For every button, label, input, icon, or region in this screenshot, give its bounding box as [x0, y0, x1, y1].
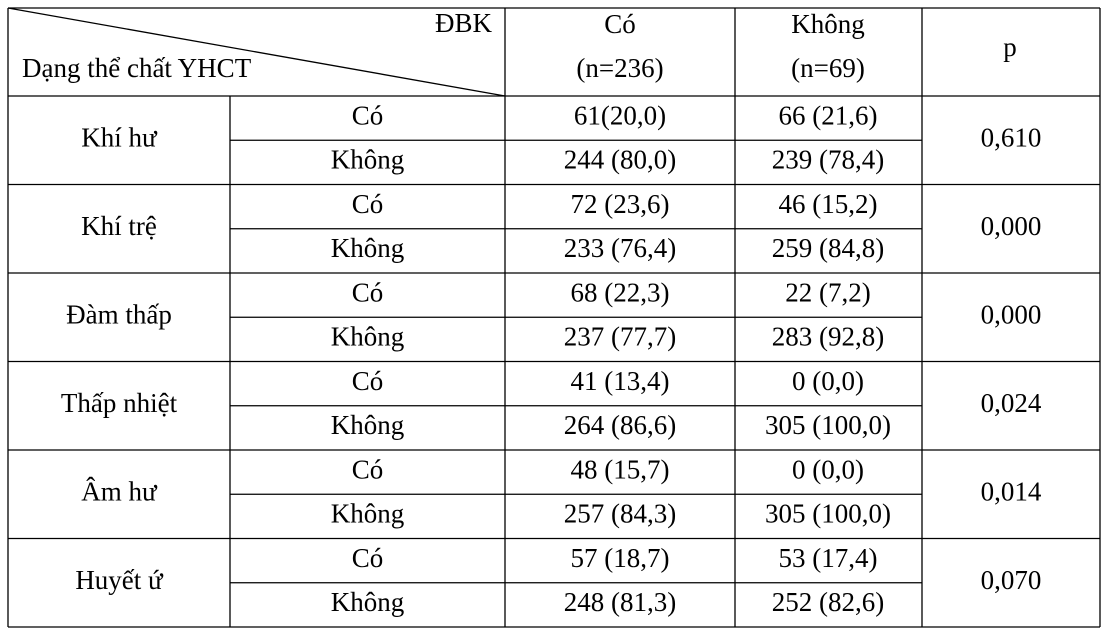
group-name: Khí trệ: [81, 211, 157, 241]
row-label: Không: [331, 587, 405, 617]
cell-value: 66 (21,6): [779, 100, 878, 130]
cell-value: 257 (84,3): [564, 499, 676, 529]
cell-value: 41 (13,4): [571, 366, 670, 396]
cell-value: 244 (80,0): [564, 145, 676, 175]
row-label: Không: [331, 322, 405, 352]
row-label: Có: [352, 454, 384, 484]
group-name: Khí hư: [81, 122, 158, 152]
cell-value: 252 (82,6): [772, 587, 884, 617]
p-value: 0,000: [981, 211, 1042, 241]
cell-value: 233 (76,4): [564, 233, 676, 263]
cell-value: 264 (86,6): [564, 410, 676, 440]
cell-value: 57 (18,7): [571, 543, 670, 573]
row-header-label: Dạng thể chất YHCT: [22, 53, 252, 83]
cell-value: 0 (0,0): [792, 366, 864, 396]
column-header-label: ĐBK: [435, 8, 493, 38]
row-label: Không: [331, 410, 405, 440]
p-value: 0,070: [981, 565, 1042, 595]
cell-value: 0 (0,0): [792, 454, 864, 484]
cell-value: 48 (15,7): [571, 454, 670, 484]
group-name: Thấp nhiệt: [61, 388, 178, 418]
p-value: 0,610: [981, 122, 1042, 152]
group-name: Âm hư: [81, 476, 158, 506]
p-value: 0,014: [981, 476, 1042, 506]
column-name: Có: [604, 9, 636, 39]
row-label: Có: [352, 543, 384, 573]
p-value: 0,024: [981, 388, 1042, 418]
group-name: Đàm thấp: [66, 299, 172, 329]
row-label: Có: [352, 189, 384, 219]
group-name: Huyết ứ: [75, 565, 164, 595]
cell-value: 283 (92,8): [772, 322, 884, 352]
cell-value: 61(20,0): [574, 100, 666, 130]
column-n: (n=69): [791, 53, 865, 83]
diagonal: [7, 7, 506, 97]
column-name: Không: [791, 9, 865, 39]
cell-value: 237 (77,7): [564, 322, 676, 352]
row-label: Có: [352, 366, 384, 396]
cell-value: 248 (81,3): [564, 587, 676, 617]
row-label: Không: [331, 145, 405, 175]
row-label: Không: [331, 499, 405, 529]
cell-value: 305 (100,0): [765, 499, 891, 529]
p-value: 0,000: [981, 299, 1042, 329]
cell-value: 46 (15,2): [779, 189, 878, 219]
cell-value: 259 (84,8): [772, 233, 884, 263]
row-label: Có: [352, 277, 384, 307]
p-header: p: [1003, 32, 1017, 62]
column-n: (n=236): [576, 53, 663, 83]
cell-value: 305 (100,0): [765, 410, 891, 440]
cell-value: 72 (23,6): [571, 189, 670, 219]
row-label: Có: [352, 100, 384, 130]
cell-value: 22 (7,2): [785, 277, 870, 307]
row-label: Không: [331, 233, 405, 263]
cell-value: 68 (22,3): [571, 277, 670, 307]
cell-value: 239 (78,4): [772, 145, 884, 175]
cell-value: 53 (17,4): [779, 543, 878, 573]
